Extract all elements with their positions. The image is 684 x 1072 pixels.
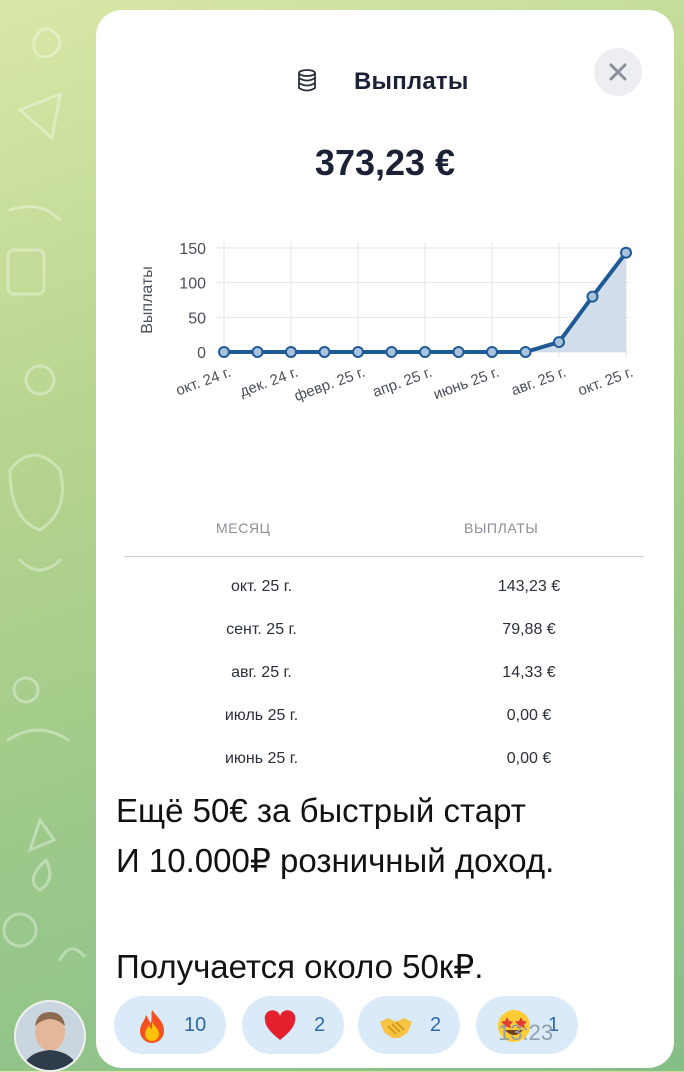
data-point bbox=[620, 246, 632, 259]
close-button[interactable] bbox=[594, 48, 642, 96]
message-line: Получается около 50к₽. bbox=[116, 948, 484, 985]
y-tick-label: 150 bbox=[179, 241, 206, 258]
data-point bbox=[318, 346, 331, 358]
column-header-month: МЕСЯЦ bbox=[216, 520, 271, 536]
fire-icon bbox=[140, 1010, 164, 1043]
x-tick-label: окт. 25 г. bbox=[576, 364, 636, 400]
table-row: сент. 25 г. 79,88 € bbox=[124, 621, 644, 651]
x-tick-label: дек. 24 г. bbox=[238, 364, 301, 401]
data-point bbox=[586, 290, 599, 303]
y-tick-label: 0 bbox=[197, 345, 206, 362]
reaction-count: 2 bbox=[314, 1014, 326, 1036]
data-point bbox=[352, 346, 364, 358]
row-month: июнь 25 г. bbox=[224, 750, 299, 767]
reaction-star-struck[interactable]: 1 bbox=[476, 996, 578, 1054]
x-tick-label: июнь 25 г. bbox=[431, 364, 501, 403]
handshake-icon bbox=[380, 1018, 412, 1038]
card-header: Выплаты bbox=[100, 60, 670, 100]
x-tick-label: февр. 25 г. bbox=[292, 364, 367, 405]
x-tick-label: апр. 25 г. bbox=[370, 364, 434, 401]
reaction-heart[interactable]: 2 bbox=[242, 996, 344, 1054]
data-point bbox=[385, 346, 398, 358]
red-heart-icon bbox=[264, 1010, 296, 1040]
row-payout: 79,88 € bbox=[502, 621, 556, 638]
reaction-count: 1 bbox=[548, 1014, 560, 1036]
coins-stack-icon bbox=[298, 69, 316, 92]
data-point bbox=[519, 346, 532, 358]
row-month: окт. 25 г. bbox=[230, 578, 293, 595]
row-month: сент. 25 г. bbox=[226, 621, 297, 638]
table-row: авг. 25 г. 14,33 € bbox=[124, 664, 644, 694]
user-photo-icon bbox=[16, 1002, 84, 1070]
row-payout: 0,00 € bbox=[506, 707, 552, 724]
message-bubble: Выплаты 373,23 € 150 100 50 0 Выплаты окт. 24… bbox=[96, 10, 674, 1068]
x-tick-label: авг. 25 г. bbox=[509, 364, 568, 399]
y-tick-label: 50 bbox=[188, 310, 206, 327]
table-row: окт. 25 г. 143,23 € bbox=[124, 578, 644, 608]
table-row: июнь 25 г. 0,00 € bbox=[124, 750, 644, 780]
message-text: Ещё 50€ за быстрый старт И 10.000₽ розни… bbox=[116, 786, 656, 992]
series-area bbox=[224, 252, 626, 352]
y-tick-label: 100 bbox=[179, 276, 206, 293]
column-header-payout: ВЫПЛАТЫ bbox=[464, 520, 539, 536]
data-point bbox=[285, 346, 297, 358]
data-point bbox=[251, 346, 264, 358]
table-divider bbox=[124, 556, 644, 557]
star-struck-icon bbox=[498, 1010, 530, 1042]
data-point bbox=[486, 346, 498, 358]
payouts-screenshot: Выплаты 373,23 € 150 100 50 0 Выплаты окт. 24… bbox=[100, 14, 670, 774]
row-payout: 143,23 € bbox=[497, 578, 561, 595]
data-point bbox=[419, 346, 431, 358]
message-line: Ещё 50€ за быстрый старт bbox=[116, 792, 526, 829]
x-tick-label: окт. 24 г. bbox=[174, 364, 234, 400]
reaction-count: 2 bbox=[430, 1014, 442, 1036]
table-row: июль 25 г. 0,00 € bbox=[124, 707, 644, 737]
message-line: И 10.000₽ розничный доход. bbox=[116, 842, 555, 879]
total-payout: 373,23 € bbox=[314, 142, 456, 183]
avatar[interactable] bbox=[14, 1000, 86, 1072]
reaction-handshake[interactable]: 2 bbox=[358, 996, 460, 1054]
y-axis-label: Выплаты bbox=[139, 266, 156, 334]
data-point bbox=[218, 346, 230, 358]
card-title: Выплаты bbox=[354, 68, 469, 95]
row-month: авг. 25 г. bbox=[231, 664, 292, 681]
row-payout: 0,00 € bbox=[506, 750, 552, 767]
close-icon bbox=[609, 63, 627, 81]
reaction-fire[interactable]: 10 bbox=[114, 996, 226, 1054]
payouts-chart: 150 100 50 0 Выплаты окт. 24 г. дек. 24 г.февр… bbox=[139, 241, 636, 405]
message-time: 13:23 bbox=[498, 1020, 554, 1045]
data-point bbox=[452, 346, 465, 358]
reaction-count: 10 bbox=[184, 1014, 207, 1036]
data-point bbox=[553, 336, 565, 349]
row-payout: 14,33 € bbox=[502, 664, 556, 681]
row-month: июль 25 г. bbox=[224, 707, 299, 724]
